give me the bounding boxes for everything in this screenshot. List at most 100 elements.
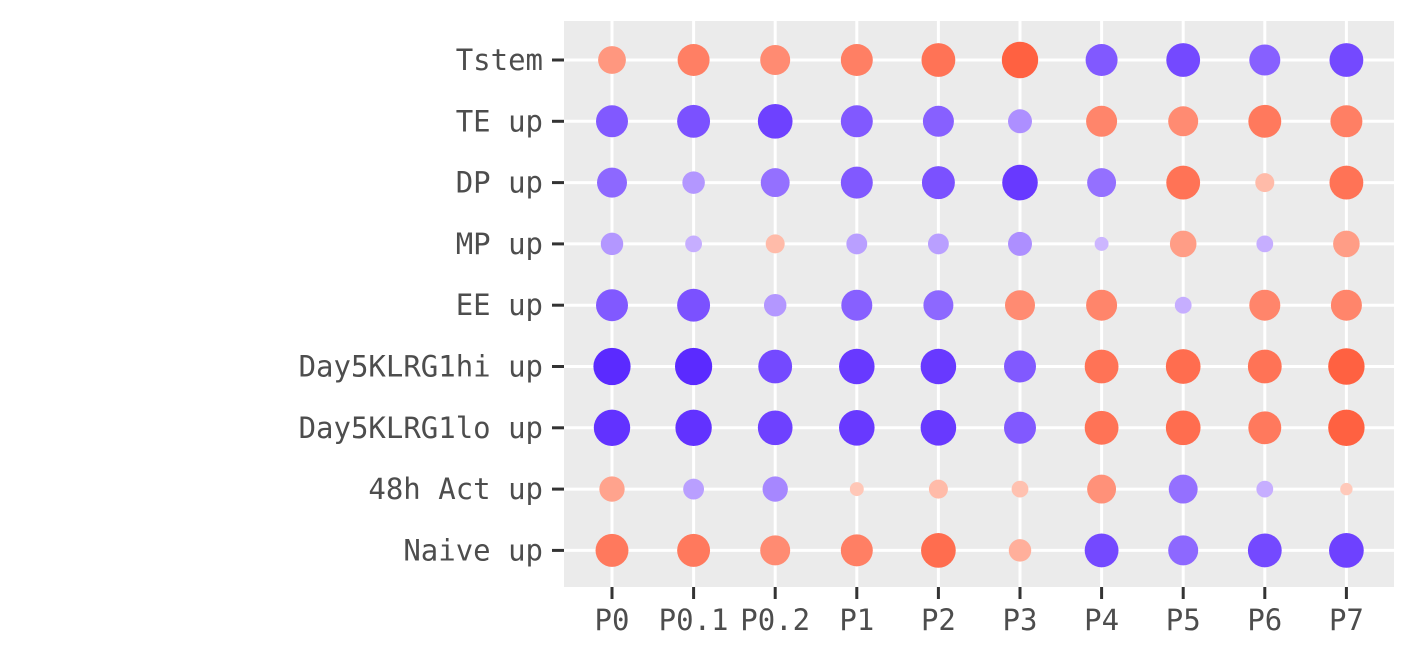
- dot-EE-up-P7: [1330, 289, 1362, 321]
- dot-EE-up-P0.1: [677, 288, 711, 322]
- dot-Naive-up-P0.2: [760, 535, 791, 566]
- dot-48h-Act-up-P2: [928, 479, 948, 499]
- dot-Day5KLRG1lo-up-P2: [920, 410, 957, 446]
- y-tick-label: Naive up: [403, 533, 543, 567]
- dot-Tstem-P0: [598, 46, 626, 74]
- dot-48h-Act-up-P0: [599, 476, 625, 502]
- dot-EE-up-P2: [923, 290, 954, 321]
- y-axis: Tstem TE up DP up MP up EE up Day5KLRG1hi up D…: [299, 43, 564, 567]
- dot-48h-Act-up-P4: [1087, 474, 1117, 504]
- dot-Day5KLRG1lo-up-P3: [1004, 411, 1036, 444]
- dot-TE-up-P5: [1168, 106, 1199, 137]
- dot-DP-up-P1: [840, 166, 873, 199]
- dot-EE-up-P3: [1005, 290, 1035, 321]
- dot-Day5KLRG1lo-up-P4: [1084, 410, 1119, 445]
- dot-Day5KLRG1lo-up-P0: [593, 409, 631, 446]
- dot-TE-up-P3: [1008, 109, 1032, 134]
- dot-Day5KLRG1lo-up-P0.1: [675, 409, 712, 446]
- dot-Day5KLRG1hi-up-P5: [1165, 349, 1201, 384]
- x-axis: P0 P0.1 P0.2 P1 P2 P3 P4 P5 P6 P7: [595, 587, 1364, 637]
- dot-Day5KLRG1hi-up-P1: [839, 348, 875, 385]
- dot-Day5KLRG1hi-up-P6: [1247, 349, 1282, 384]
- y-tick-label: DP up: [456, 166, 543, 200]
- x-tick-label: P6: [1247, 603, 1282, 637]
- dot-MP-up-P6: [1256, 235, 1274, 253]
- x-tick-label: P0: [595, 603, 630, 637]
- dot-Naive-up-P4: [1084, 533, 1119, 568]
- dot-48h-Act-up-P3: [1011, 480, 1029, 498]
- dot-DP-up-P0: [597, 167, 627, 198]
- dot-DP-up-P4: [1087, 168, 1117, 198]
- dot-MP-up-P2: [927, 233, 949, 255]
- x-tick-label: P5: [1166, 603, 1201, 637]
- dot-DP-up-P3: [1002, 164, 1038, 201]
- dot-Naive-up-P7: [1329, 533, 1364, 568]
- dot-Naive-up-P2: [921, 533, 956, 568]
- dot-TE-up-P0.2: [757, 103, 793, 139]
- x-tick-label: P3: [1003, 603, 1038, 637]
- dot-48h-Act-up-P7: [1340, 482, 1353, 496]
- y-tick-label: MP up: [456, 227, 543, 261]
- dot-TE-up-P4: [1086, 105, 1118, 137]
- dot-Tstem-P0.2: [760, 45, 791, 75]
- dot-Tstem-P0.1: [677, 44, 710, 76]
- dot-Day5KLRG1hi-up-P2: [920, 348, 957, 385]
- dot-DP-up-P6: [1255, 173, 1275, 193]
- dot-MP-up-P3: [1008, 231, 1032, 256]
- dot-DP-up-P2: [921, 166, 955, 200]
- dot-EE-up-P4: [1086, 289, 1118, 321]
- dot-series: [593, 41, 1365, 568]
- dot-Day5KLRG1hi-up-P3: [1004, 350, 1036, 383]
- dot-Day5KLRG1hi-up-P0: [593, 347, 631, 386]
- dot-Tstem-P2: [921, 43, 956, 77]
- dot-MP-up-P4: [1094, 236, 1109, 251]
- dot-Naive-up-P0: [595, 533, 629, 567]
- dot-MP-up-P0: [600, 232, 624, 256]
- dot-EE-up-P0.2: [763, 293, 787, 317]
- dot-EE-up-P1: [841, 289, 873, 321]
- dot-DP-up-P0.1: [682, 171, 705, 194]
- dot-Day5KLRG1lo-up-P7: [1328, 409, 1365, 446]
- dot-Tstem-P3: [1001, 41, 1039, 79]
- y-tick-label: TE up: [456, 104, 543, 138]
- x-tick-label: P1: [839, 603, 874, 637]
- dot-Tstem-P1: [840, 44, 873, 76]
- dot-Naive-up-P5: [1168, 535, 1199, 566]
- dot-Tstem-P4: [1085, 44, 1118, 76]
- dot-TE-up-P0: [596, 105, 628, 138]
- dot-DP-up-P7: [1329, 165, 1364, 200]
- dot-Day5KLRG1lo-up-P6: [1248, 411, 1282, 445]
- y-tick-label: EE up: [456, 288, 543, 322]
- x-tick-label: P0.2: [740, 603, 810, 637]
- dot-48h-Act-up-P5: [1168, 474, 1198, 504]
- dot-EE-up-P5: [1174, 296, 1192, 314]
- x-tick-label: P2: [921, 603, 956, 637]
- dot-DP-up-P0.2: [760, 168, 790, 198]
- dot-EE-up-P6: [1249, 289, 1281, 321]
- dot-Day5KLRG1hi-up-P4: [1084, 349, 1119, 384]
- dot-Naive-up-P0.1: [677, 533, 711, 567]
- y-tick-label: 48h Act up: [368, 472, 543, 506]
- dot-48h-Act-up-P6: [1256, 480, 1274, 498]
- dot-TE-up-P6: [1248, 104, 1282, 138]
- dot-MP-up-P5: [1169, 230, 1197, 258]
- dot-MP-up-P1: [846, 233, 868, 255]
- dot-Day5KLRG1hi-up-P0.1: [674, 347, 713, 386]
- dot-MP-up-P0.1: [685, 235, 702, 253]
- dot-Day5KLRG1lo-up-P0.2: [757, 410, 793, 446]
- dot-Day5KLRG1hi-up-P0.2: [758, 349, 793, 384]
- dot-Naive-up-P1: [840, 534, 873, 567]
- dot-DP-up-P5: [1166, 165, 1201, 200]
- dot-Tstem-P6: [1249, 44, 1281, 76]
- dot-Naive-up-P6: [1247, 533, 1282, 568]
- dot-Tstem-P5: [1166, 43, 1201, 77]
- x-tick-label: P7: [1329, 603, 1364, 637]
- x-tick-label: P0.1: [659, 603, 729, 637]
- dot-48h-Act-up-P0.2: [762, 476, 788, 502]
- dot-Day5KLRG1lo-up-P5: [1165, 410, 1201, 446]
- y-tick-label: Day5KLRG1lo up: [299, 411, 543, 445]
- dot-Day5KLRG1lo-up-P1: [839, 410, 875, 446]
- dot-TE-up-P0.1: [677, 104, 711, 138]
- dot-TE-up-P2: [922, 105, 954, 137]
